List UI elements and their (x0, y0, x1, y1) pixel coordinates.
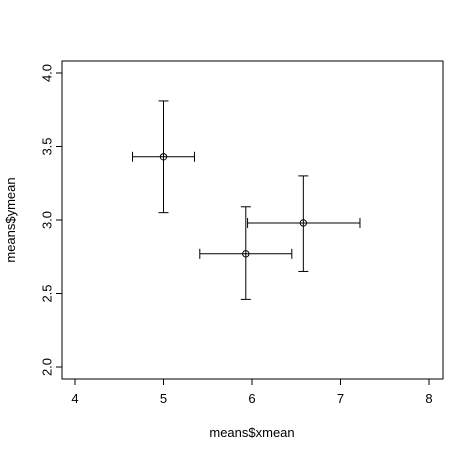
y-tick-label: 3.5 (39, 137, 54, 155)
data-point (299, 219, 308, 227)
y-tick-label: 2.0 (39, 358, 54, 376)
data-point (159, 153, 168, 161)
y-tick-label: 3.0 (39, 211, 54, 229)
data-marks (132, 100, 361, 300)
y-axis-label: means$ymean (3, 177, 18, 262)
x-axis-label: means$xmean (209, 425, 294, 440)
data-point-group (132, 100, 195, 214)
x-axis: 4 5 6 7 8 (71, 378, 433, 406)
data-point (242, 250, 250, 258)
x-tick-label: 4 (71, 391, 78, 406)
x-tick-label: 8 (425, 391, 432, 406)
y-tick-label: 2.5 (39, 284, 54, 302)
data-point-group (199, 206, 293, 300)
data-point-group (247, 175, 361, 272)
y-axis: 2.0 2.5 3.0 3.5 4.0 (39, 64, 63, 376)
plot-frame (61, 60, 444, 380)
x-tick-label: 6 (248, 391, 255, 406)
y-tick-label: 4.0 (39, 64, 54, 82)
x-tick-label: 7 (337, 391, 344, 406)
x-tick-label: 5 (160, 391, 167, 406)
